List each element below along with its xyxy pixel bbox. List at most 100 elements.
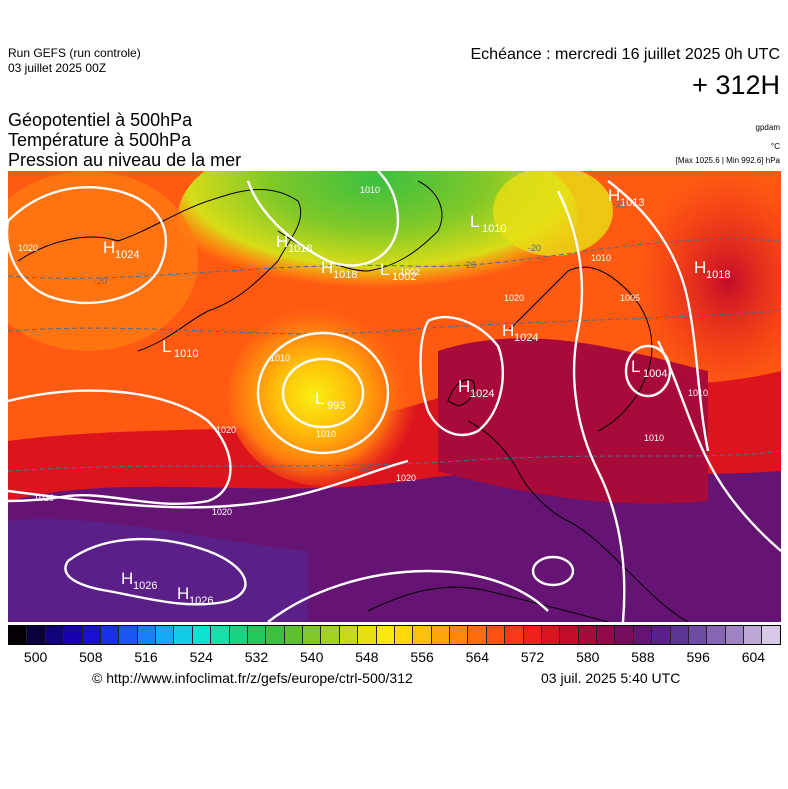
color-scale-tick: 580 (576, 649, 600, 665)
color-scale-tick: 540 (299, 649, 324, 665)
pressure-center: H 1024 (458, 377, 494, 400)
svg-text:L: L (631, 357, 640, 376)
svg-text:H: H (321, 258, 333, 277)
color-scale-cell (652, 626, 671, 644)
color-scale-cell (707, 626, 726, 644)
svg-text:L: L (315, 389, 324, 408)
color-scale-cell (394, 626, 414, 644)
field-violet-southwest (8, 518, 308, 622)
svg-text:1010: 1010 (482, 223, 506, 235)
color-scale-cell (27, 626, 46, 644)
pressure-center-labels: H 1024 H 1018 L 1010 H 1018 L 1002 H 1013 H 101… (103, 186, 730, 607)
color-scale-cell (266, 626, 285, 644)
pressure-minmax: [Max 1025.6 | Min 992.6] hPa (675, 156, 780, 165)
svg-text:H: H (502, 321, 514, 340)
color-scale-tick: 548 (355, 649, 379, 665)
color-scale-cell (9, 626, 28, 644)
color-scale-cell (486, 626, 506, 644)
svg-text:1004: 1004 (643, 368, 667, 380)
color-scale-cell (82, 626, 101, 644)
color-scale (8, 625, 781, 645)
svg-text:993: 993 (327, 400, 345, 412)
source-credit: © http://www.infoclimat.fr/z/gefs/europe… (92, 670, 413, 686)
color-scale-cell (358, 626, 377, 644)
color-scale-cell (45, 626, 65, 644)
color-scale-cell (119, 626, 138, 644)
isobar-label: 1020 (216, 425, 236, 435)
color-scale-cell (523, 626, 542, 644)
color-scale-cell (744, 626, 763, 644)
isobar-label: 1002 (400, 267, 420, 277)
color-scale-cell (578, 626, 597, 644)
pressure-center: H 1013 (608, 186, 644, 209)
svg-text:1002: 1002 (392, 271, 416, 283)
color-scale-cell (137, 626, 156, 644)
svg-text:1026: 1026 (189, 595, 213, 607)
color-scale-cell (64, 626, 83, 644)
color-scale-cell (192, 626, 212, 644)
temperature-label: -20 (463, 260, 476, 270)
isobars (8, 171, 781, 622)
color-scale-tick: 596 (686, 649, 710, 665)
svg-text:H: H (458, 377, 470, 396)
pressure-center: H 1018 (276, 232, 312, 255)
isobar-label: 1010 (688, 388, 708, 398)
pressure-center: H 1026 (121, 569, 157, 592)
svg-text:1026: 1026 (133, 580, 157, 592)
param-temperature: Température à 500hPa (8, 130, 192, 150)
color-scale-cell (156, 626, 175, 644)
field-red-scandinavia (638, 171, 781, 391)
svg-text:1018: 1018 (288, 243, 312, 255)
svg-text:H: H (694, 258, 706, 277)
color-scale-cell (762, 626, 780, 644)
svg-text:H: H (276, 232, 288, 251)
color-scale-cell (725, 626, 744, 644)
field-crimson-europe (438, 338, 708, 504)
pressure-center: H 1026 (177, 584, 213, 607)
isobar-label: 1005 (620, 293, 640, 303)
color-scale-cell (413, 626, 432, 644)
color-scale-cell (670, 626, 689, 644)
color-scale-cell (468, 626, 487, 644)
isobar-label: 1010 (270, 353, 290, 363)
unit-gpdam: gpdam (755, 123, 780, 132)
temperature-labels: -20 -20 -20 -10 -20 (94, 199, 626, 473)
isobar-label: 1020 (212, 507, 232, 517)
weather-map: H 1024 H 1018 L 1010 H 1018 L 1002 H 1013 H 101… (8, 171, 781, 622)
color-scale-cell (505, 626, 524, 644)
color-scale-cell (541, 626, 561, 644)
run-title: Run GEFS (run controle) (8, 46, 141, 60)
svg-text:1018: 1018 (706, 269, 730, 281)
isobar-label: 1020 (34, 493, 54, 503)
color-scale-cell (597, 626, 616, 644)
color-scale-tick: 516 (134, 649, 158, 665)
lead-time: + 312H (692, 70, 780, 100)
color-scale-cell (321, 626, 340, 644)
color-scale-cell (174, 626, 193, 644)
color-scale-cell (100, 626, 120, 644)
param-geopotential: Géopotentiel à 500hPa (8, 110, 193, 130)
color-scale-tick: 524 (189, 649, 213, 665)
issued-time: 03 juil. 2025 5:40 UTC (541, 670, 681, 686)
isobar-labels: 1020 1010 1002 1010 1010 1005 1010 1020 … (18, 185, 708, 517)
isobar-label: 1020 (396, 473, 416, 483)
svg-text:1018: 1018 (333, 269, 357, 281)
field-orange-west (8, 171, 198, 351)
color-scale-cell (633, 626, 653, 644)
field-green-greenland (178, 171, 578, 306)
pressure-center: H 1018 (321, 258, 357, 281)
svg-text:H: H (608, 186, 620, 205)
temperature-label: -20 (94, 276, 107, 286)
svg-text:1010: 1010 (174, 348, 198, 360)
temperature-label: -20 (528, 243, 541, 253)
color-scale-cell (431, 626, 450, 644)
run-date: 03 juillet 2025 00Z (8, 61, 107, 75)
color-scale-cell (247, 626, 267, 644)
svg-text:H: H (121, 569, 133, 588)
color-scale-cell (284, 626, 303, 644)
color-scale-tick: 500 (23, 649, 48, 665)
color-scale-tick: 564 (465, 649, 489, 665)
svg-text:1013: 1013 (620, 197, 644, 209)
temperature-label: -10 (358, 463, 371, 473)
color-scale-cell (376, 626, 395, 644)
